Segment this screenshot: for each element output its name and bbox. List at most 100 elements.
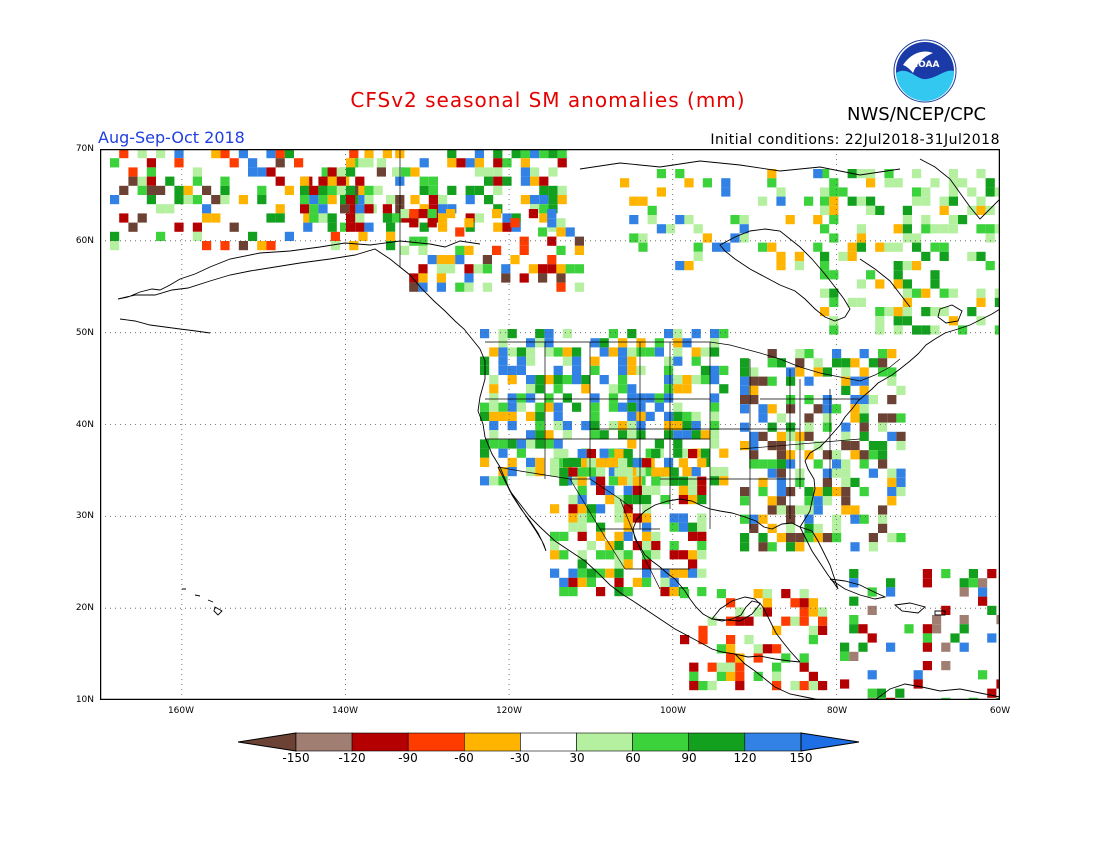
anomaly-cell [887,349,897,359]
anomaly-cell [248,231,258,241]
anomaly-cell [867,688,877,698]
anomaly-cell [859,404,869,414]
anomaly-cell [110,195,120,205]
anomaly-cell [804,523,814,533]
anomaly-cell [875,279,885,289]
anomaly-cell [656,224,666,234]
anomaly-cell [309,204,319,214]
anomaly-cell [596,522,606,532]
anomaly-cell [887,487,897,497]
anomaly-cell [767,505,777,515]
lat-label: 20N [75,603,94,613]
anomaly-cell [867,587,877,597]
anomaly-cell [562,356,572,366]
anomaly-cell [669,522,679,532]
anomaly-cell [985,187,995,197]
anomaly-cell [740,404,750,414]
anomaly-cell [519,245,529,255]
anomaly-cell [614,531,624,541]
anomaly-cell [767,358,777,368]
anomaly-cell [346,222,356,232]
anomaly-cell [400,209,410,219]
anomaly-cell [346,185,356,195]
anomaly-cell [507,402,517,412]
anomaly-cell [967,187,977,197]
anomaly-cell [896,413,906,423]
anomaly-cell [813,459,823,469]
anomaly-cell [678,458,688,468]
anomaly-cell [859,349,869,359]
anomaly-cells [110,149,1000,700]
anomaly-cell [516,448,526,458]
anomaly-cell [548,185,558,195]
anomaly-cell [400,245,410,255]
anomaly-cell [520,158,530,168]
anomaly-cell [538,227,548,237]
south-america [874,683,1000,700]
anomaly-cell [987,605,997,615]
anomaly-cell [336,185,346,195]
anomaly-cell [409,273,419,283]
anomaly-cell [627,411,637,421]
anomaly-cell [691,467,701,477]
anomaly-cell [896,533,906,543]
anomaly-cell [638,233,648,243]
anomaly-cell [530,204,540,214]
anomaly-cell [721,178,731,188]
anomaly-cell [730,215,740,225]
anomaly-cell [502,222,512,232]
anomaly-cell [996,679,1000,689]
colorbar-box [351,732,409,752]
anomaly-cell [455,227,465,237]
anomaly-cell [156,204,166,214]
anomaly-cell [776,459,786,469]
anomaly-cell [520,176,530,186]
anomaly-cell [465,195,475,205]
anomaly-cell [660,568,670,578]
anomaly-cell [930,178,940,188]
anomaly-cell [904,624,914,634]
anomaly-cell [808,598,818,608]
anomaly-cell [697,522,707,532]
anomaly-cell [501,264,511,274]
anomaly-cell [948,224,958,234]
anomaly-cell [599,448,609,458]
anomaly-cell [820,288,830,298]
anomaly-cell [146,167,156,177]
anomaly-cell [489,476,499,486]
anomaly-cell [762,607,772,617]
anomaly-cell [358,185,368,195]
anomaly-cell [507,421,517,431]
anomaly-cell [841,358,851,368]
anomaly-cell [627,384,637,394]
anomaly-cell [419,222,429,232]
anomaly-cell [912,242,922,252]
anomaly-cell [749,523,759,533]
anomaly-cell [327,176,337,186]
anomaly-cell [804,487,814,497]
anomaly-cell [859,395,869,405]
anomaly-cell [813,505,823,515]
anomaly-cell [922,633,932,643]
anomaly-cell [516,402,526,412]
anomaly-cell [950,633,960,643]
anomaly-cell [110,231,120,241]
anomaly-cell [382,149,392,159]
anomaly-cell [446,209,456,219]
anomaly-cell [629,215,639,225]
anomaly-cell [642,559,652,569]
anomaly-cell [710,393,720,403]
anomaly-cell [948,316,958,326]
anomaly-cell [493,204,503,214]
anomaly-cell [340,204,350,214]
anomaly-cell [850,450,860,460]
anomaly-cell [493,222,503,232]
anomaly-cell [539,185,549,195]
anomaly-cell [202,185,212,195]
anomaly-cell [275,149,285,159]
anomaly-cell [710,467,720,477]
anomaly-cell [530,149,540,159]
anomaly-cell [544,375,554,385]
anomaly-cell [859,487,869,497]
anomaly-cell [572,365,582,375]
